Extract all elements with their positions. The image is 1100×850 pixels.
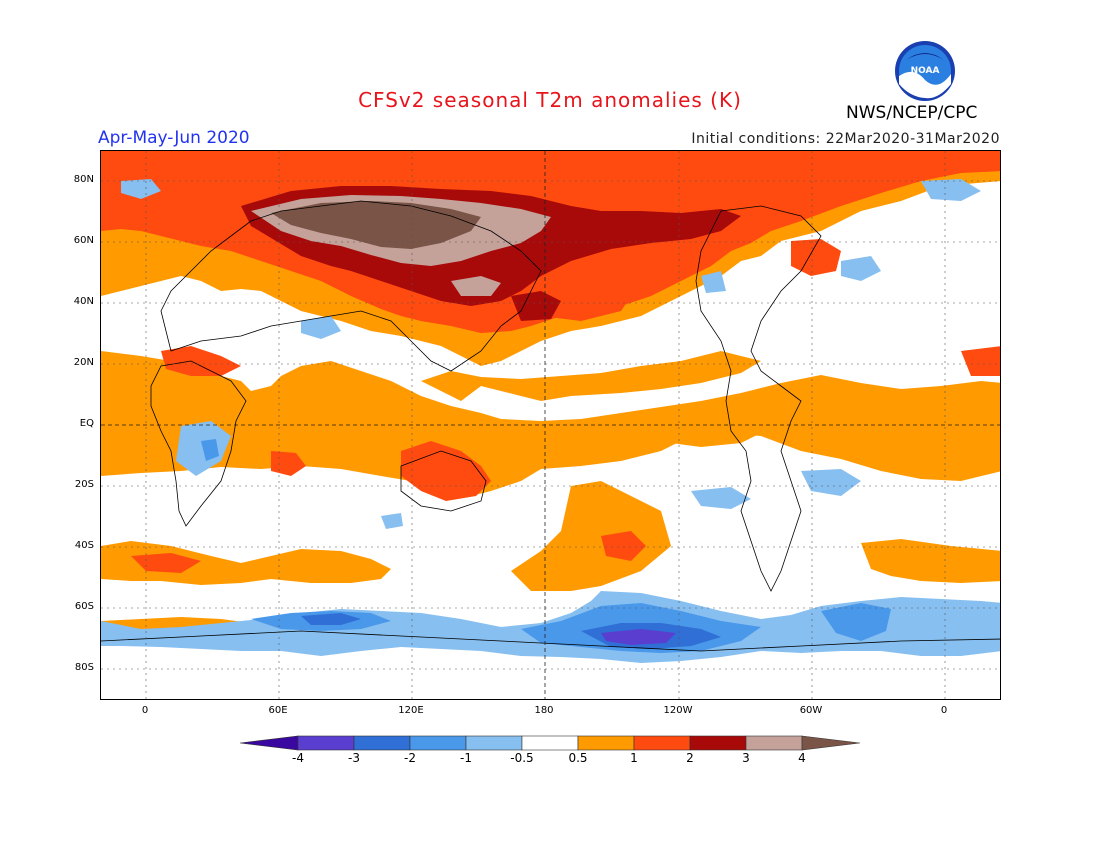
lat-label-60s: 60S [74,601,94,612]
colorbar-label: -0.5 [510,751,534,765]
lat-label-20n: 20N [73,357,94,368]
lat-label-40n: 40N [73,296,94,307]
colorbar-label: -2 [404,751,416,765]
lon-label-60e: 60E [268,705,288,716]
colorbar-swatch-neutral [521,735,579,751]
colorbar-swatch-neg1-neg05 [465,735,523,751]
colorbar-label: 1 [630,751,638,765]
map-canvas [101,151,1000,699]
equator-dateline [101,151,1000,699]
colorbar-swatch-gt4 [801,735,861,751]
anomaly-map [100,150,1001,700]
colorbar-swatch-neg2-neg1 [409,735,467,751]
noaa-logo: NOAA [895,41,955,101]
lon-label-120e: 120E [398,705,424,716]
colorbar-label: 2 [686,751,694,765]
colorbar-label: 4 [798,751,806,765]
colorbar [240,735,861,751]
forecast-period: Apr-May-Jun 2020 [98,128,250,148]
colorbar-swatch-05-1 [577,735,635,751]
lon-label-60w: 60W [799,705,823,716]
agency-label: NWS/NCEP/CPC [846,103,978,123]
colorbar-label: 3 [742,751,750,765]
lat-label-eq: EQ [79,418,94,429]
colorbar-label: -4 [292,751,304,765]
coastlines [101,200,1000,652]
colorbar-swatch-1-2 [633,735,691,751]
lon-label-120w: 120W [663,705,693,716]
lat-label-80s: 80S [74,662,94,673]
initial-conditions: Initial conditions: 22Mar2020-31Mar2020 [691,131,1000,147]
lat-label-40s: 40S [74,540,94,551]
colorbar-swatch-3-4 [745,735,803,751]
lat-label-20s: 20S [74,479,94,490]
lon-label-0-east: 0 [940,705,948,716]
colorbar-swatch-neg3-neg2 [353,735,411,751]
anomaly-gt4-regions [271,201,481,249]
colorbar-label: -3 [348,751,360,765]
colorbar-swatch-neg4-neg3 [297,735,355,751]
lat-label-80n: 80N [73,174,94,185]
colorbar-swatch-2-3 [689,735,747,751]
colorbar-swatch-lt-neg4 [240,735,299,751]
anomaly-neg3-neg4-regions [601,629,676,645]
colorbar-label: 0.5 [568,751,588,765]
graticule [101,151,1000,699]
colorbar-label: -1 [460,751,472,765]
lon-label-180: 180 [534,705,554,716]
svg-text:NOAA: NOAA [911,66,940,76]
lat-label-60n: 60N [73,235,94,246]
map-title: CFSv2 seasonal T2m anomalies (K) [358,88,742,112]
lon-label-0: 0 [141,705,149,716]
